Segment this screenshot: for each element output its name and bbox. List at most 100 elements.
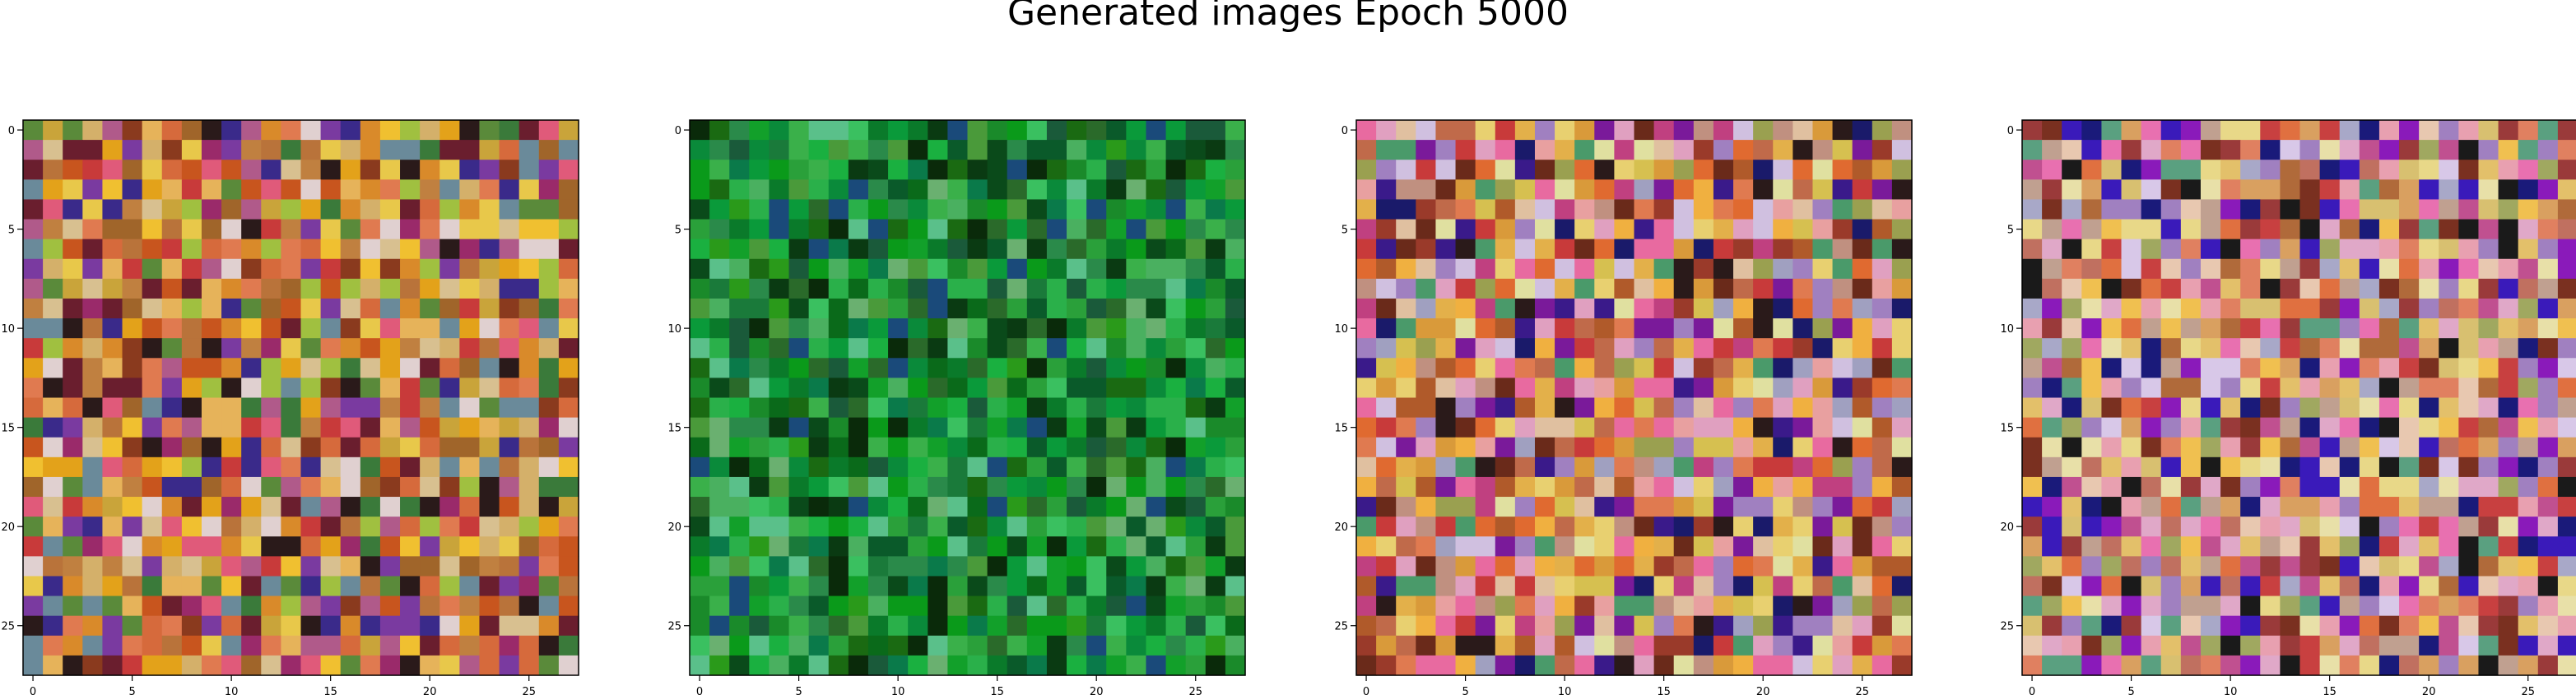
pixel-cell	[2101, 556, 2123, 577]
pixel-cell	[1891, 497, 1913, 517]
pixel-cell	[2339, 615, 2360, 637]
pixel-cell	[690, 635, 710, 656]
pixel-cell	[1733, 298, 1754, 319]
x-tick-label: 15	[990, 686, 1004, 695]
pixel-cell	[2518, 397, 2539, 419]
pixel-cell	[2101, 456, 2123, 478]
pixel-cell	[420, 655, 440, 676]
pixel-cell	[181, 497, 202, 517]
pixel-cell	[808, 318, 830, 339]
pixel-cell	[43, 476, 63, 498]
pixel-cell	[261, 219, 281, 240]
pixel-cell	[2399, 397, 2420, 419]
pixel-cell	[1067, 595, 1087, 617]
pixel-cell	[1067, 615, 1087, 637]
pixel-cell	[1693, 358, 1714, 378]
pixel-cell	[300, 456, 322, 478]
pixel-cell	[221, 595, 242, 617]
pixel-cell	[928, 615, 948, 637]
pixel-cell	[420, 120, 440, 141]
pixel-cell	[261, 456, 281, 478]
pixel-cell	[161, 120, 183, 141]
pixel-cell	[2042, 476, 2062, 498]
pixel-cell	[82, 318, 104, 339]
pixel-cell	[1146, 338, 1167, 359]
pixel-cell	[558, 378, 579, 399]
pixel-cell	[2458, 120, 2480, 141]
pixel-cell	[867, 358, 889, 378]
pixel-cell	[201, 199, 222, 220]
pixel-cell	[2319, 635, 2341, 656]
pixel-cell	[2200, 595, 2221, 617]
pixel-cell	[201, 397, 222, 419]
pixel-cell	[690, 417, 710, 438]
pixel-cell	[749, 160, 770, 180]
pixel-cell	[379, 179, 401, 201]
pixel-cell	[2518, 437, 2539, 458]
pixel-cell	[2220, 615, 2241, 637]
pixel-cell	[2081, 615, 2103, 637]
pixel-cell	[1455, 556, 1476, 577]
pixel-cell	[122, 179, 143, 201]
pixel-cell	[1812, 378, 1834, 399]
pixel-cell	[788, 199, 810, 220]
pixel-cell	[1534, 120, 1555, 141]
pixel-cell	[1891, 160, 1913, 180]
pixel-cell	[2299, 179, 2321, 201]
pixel-cell	[1495, 437, 1516, 458]
pixel-cell	[1534, 576, 1555, 597]
pixel-cell	[1634, 497, 1655, 517]
pixel-cell	[400, 278, 421, 299]
pixel-cell	[848, 437, 869, 458]
pixel-cell	[82, 298, 104, 319]
pixel-cell	[788, 417, 810, 438]
pixel-cell	[1614, 517, 1635, 537]
pixel-cell	[2378, 556, 2400, 577]
pixel-cell	[320, 437, 342, 458]
pixel-cell	[340, 318, 361, 339]
pixel-cell	[808, 417, 830, 438]
pixel-cell	[1653, 417, 1675, 438]
pixel-cell	[459, 536, 481, 557]
pixel-cell	[2439, 635, 2459, 656]
pixel-cell	[2081, 595, 2103, 617]
pixel-cell	[2280, 358, 2301, 378]
pixel-cell	[360, 397, 381, 419]
pixel-cell	[928, 397, 948, 419]
pixel-cell	[947, 278, 969, 299]
pixel-cell	[769, 595, 790, 617]
pixel-cell	[2200, 160, 2221, 180]
pixel-cell	[340, 358, 361, 378]
pixel-cell	[1574, 278, 1595, 299]
pixel-cell	[1007, 179, 1028, 201]
pixel-cell	[499, 278, 520, 299]
pixel-cell	[1026, 456, 1048, 478]
pixel-cell	[2439, 556, 2459, 577]
pixel-cell	[1653, 576, 1675, 597]
pixel-cell	[479, 397, 500, 419]
pixel-cell	[499, 635, 520, 656]
pixel-cell	[967, 556, 988, 577]
pixel-cell	[2180, 497, 2202, 517]
pixel-cell	[1753, 199, 1774, 220]
pixel-cell	[558, 536, 579, 557]
pixel-cell	[1146, 417, 1167, 438]
pixel-cell	[2419, 239, 2439, 260]
pixel-cell	[788, 179, 810, 201]
pixel-cell	[1891, 239, 1913, 260]
pixel-cell	[947, 258, 969, 280]
pixel-cell	[2439, 576, 2459, 597]
pixel-cell	[241, 536, 262, 557]
pixel-cell	[1634, 120, 1655, 141]
pixel-cell	[1146, 456, 1167, 478]
pixel-cell	[1534, 239, 1555, 260]
pixel-cell	[1146, 635, 1167, 656]
pixel-cell	[102, 536, 123, 557]
pixel-cell	[1126, 655, 1147, 676]
pixel-cell	[379, 140, 401, 160]
pixel-cell	[1555, 456, 1575, 478]
pixel-cell	[1475, 239, 1496, 260]
pixel-cell	[1891, 258, 1913, 280]
pixel-cell	[908, 239, 928, 260]
